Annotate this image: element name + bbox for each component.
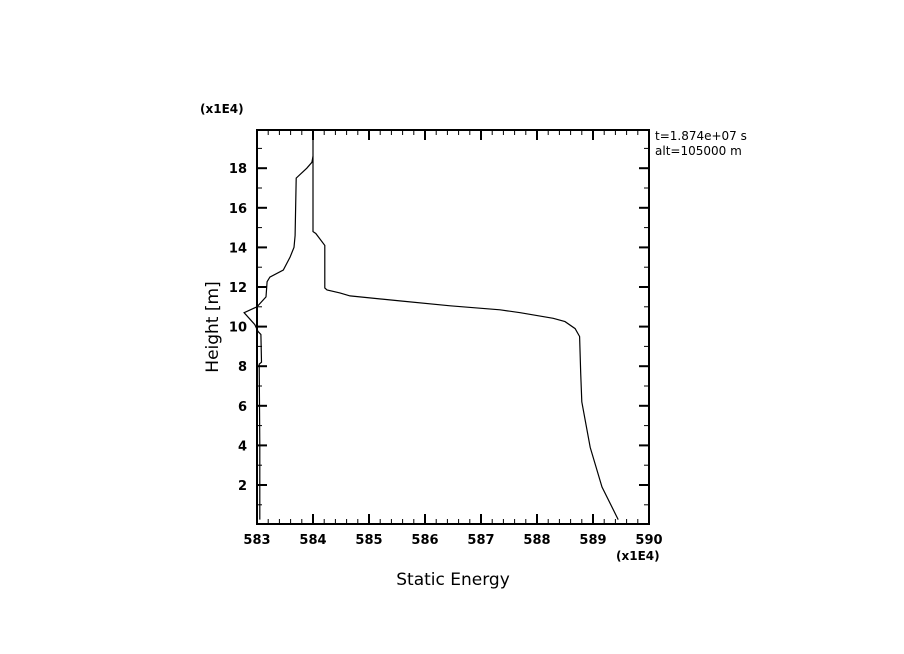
x-tick-labels: 583 584 585 586 587 588 589 590 [243, 533, 662, 548]
x-tick-label: 587 [467, 533, 494, 548]
y-multiplier-label: (x1E4) [200, 102, 244, 116]
y-tick-label: 2 [238, 479, 247, 494]
x-tick-label: 585 [355, 533, 382, 548]
y-tick-label: 8 [238, 360, 247, 375]
y-tick-label: 16 [229, 202, 247, 217]
x-multiplier-label: (x1E4) [616, 549, 660, 563]
axis-ticks [256, 130, 650, 524]
y-tick-label: 14 [229, 241, 247, 256]
y-tick-label: 10 [229, 321, 247, 336]
annotation-time: t=1.874e+07 s [655, 129, 747, 143]
x-tick-label: 583 [243, 533, 270, 548]
series-lines [243, 130, 619, 520]
series-line-profile-left [243, 156, 314, 520]
y-tick-label: 4 [238, 439, 247, 454]
series-line-profile-right [312, 130, 619, 520]
x-tick-label: 589 [579, 533, 606, 548]
y-tick-labels: 2 4 6 8 10 12 14 16 18 [229, 162, 247, 494]
plot-frame [256, 129, 650, 525]
x-tick-label: 590 [635, 533, 662, 548]
x-axis-title: Static Energy [396, 570, 510, 590]
y-tick-label: 12 [229, 281, 247, 296]
y-axis-title: Height [m] [203, 281, 223, 372]
x-tick-label: 584 [299, 533, 326, 548]
x-tick-label: 588 [523, 533, 550, 548]
x-tick-label: 586 [411, 533, 438, 548]
y-tick-label: 18 [229, 162, 247, 177]
annotation-altitude: alt=105000 m [655, 144, 742, 158]
y-tick-label: 6 [238, 400, 247, 415]
